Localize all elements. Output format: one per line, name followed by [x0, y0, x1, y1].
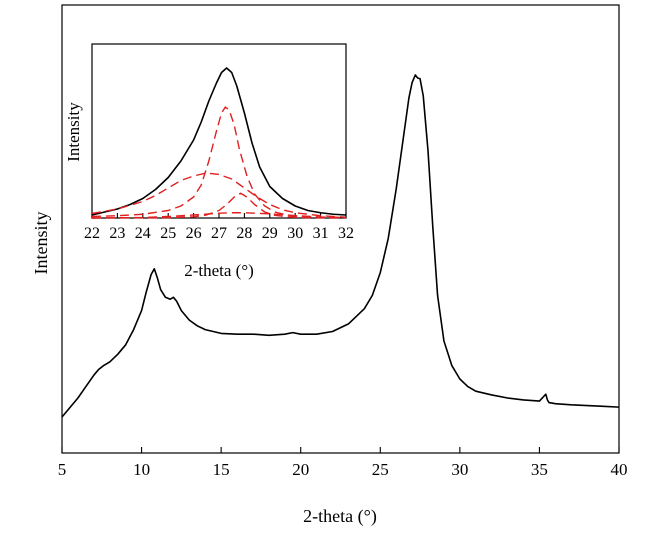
- main-series-line-0: [61, 74, 620, 418]
- main-x-tick-label-30: 30: [451, 460, 468, 479]
- inset-series-line-4: [91, 212, 347, 219]
- main-x-tick-label-15: 15: [213, 460, 230, 479]
- inset-series-group: [91, 67, 347, 219]
- main-x-axis-label: 2-theta (°): [303, 506, 377, 527]
- inset-plot-frame: [91, 43, 347, 219]
- inset-y-axis-label: Intensity: [64, 102, 83, 162]
- main-x-tick-label-10: 10: [133, 460, 150, 479]
- main-x-axis-ticks: 5 10 15 20 25 30 35 40: [58, 447, 628, 479]
- main-x-tick-label-25: 25: [372, 460, 389, 479]
- inset-series-line-1: [91, 172, 347, 218]
- inset-x-tick-label-30: 30: [287, 225, 303, 242]
- inset-x-axis-ticks: 22 23 24 25 26 27 28 29 30 31 32: [84, 213, 354, 242]
- inset-series-line-3: [91, 192, 347, 219]
- main-x-tick-label-20: 20: [292, 460, 309, 479]
- main-x-tick-label-35: 35: [531, 460, 548, 479]
- inset-series-line-2: [91, 106, 347, 219]
- inset-series-line-0: [91, 67, 347, 216]
- inset-x-tick-label-22: 22: [84, 225, 100, 242]
- main-plot-frame: [61, 4, 620, 454]
- main-series-group: [61, 74, 620, 418]
- inset-x-tick-label-25: 25: [160, 225, 176, 242]
- inset-x-tick-label-32: 32: [338, 225, 354, 242]
- inset-x-axis-label: 2-theta (°): [184, 261, 254, 280]
- main-y-axis-label: Intensity: [31, 212, 51, 275]
- inset-x-tick-label-24: 24: [135, 225, 151, 242]
- main-plot: 5 10 15 20 25 30 35 40 2-theta (°) Intensity: [31, 4, 628, 527]
- main-x-tick-label-40: 40: [611, 460, 628, 479]
- inset-x-tick-label-28: 28: [236, 225, 252, 242]
- inset-plot: 22 23 24 25 26 27 28 29 30 31 32 2-theta (°) Inten…: [64, 43, 354, 280]
- inset-x-tick-label-26: 26: [186, 225, 202, 242]
- inset-x-tick-label-31: 31: [313, 225, 329, 242]
- main-x-tick-label-5: 5: [58, 460, 67, 479]
- inset-x-tick-label-27: 27: [211, 225, 227, 242]
- inset-x-tick-label-23: 23: [109, 225, 125, 242]
- inset-x-tick-label-29: 29: [262, 225, 278, 242]
